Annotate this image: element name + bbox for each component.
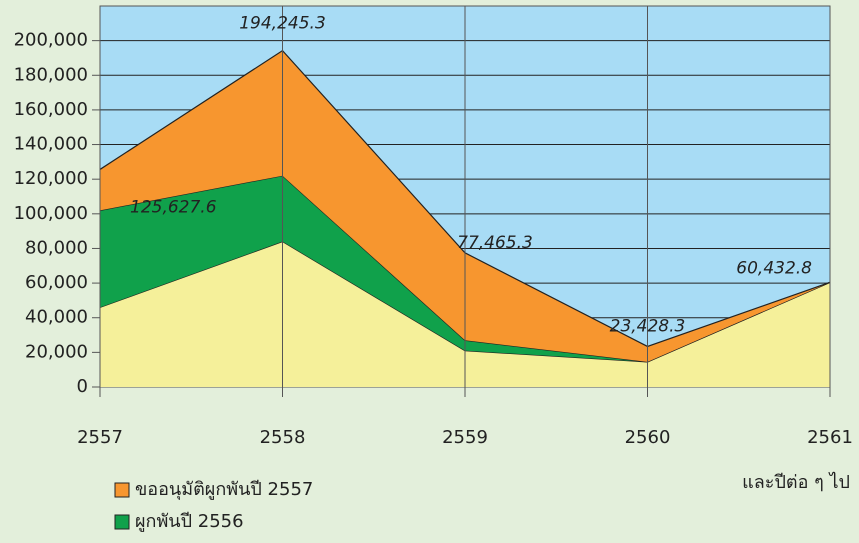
annotation: 77,465.3 [457,233,533,253]
x-tick-label: 2559 [442,427,488,448]
y-tick-label: 180,000 [14,64,88,85]
x-tick-label: 2560 [625,427,671,448]
y-tick-label: 200,000 [14,30,88,51]
y-tick-label: 140,000 [14,134,88,155]
y-tick-label: 0 [77,376,88,397]
x-tick-label: 2561 [807,427,853,448]
y-tick-label: 100,000 [14,203,88,224]
annotation: 23,428.3 [610,316,686,336]
legend-swatch [114,482,130,498]
annotation: 125,627.6 [130,197,217,217]
legend-label: ผูกพันปี 2556 [135,511,244,532]
y-tick-label: 60,000 [25,272,88,293]
y-tick-label: 20,000 [25,341,88,362]
y-tick-label: 80,000 [25,237,88,258]
x-tick-label: 2558 [260,427,306,448]
note: และปีต่อ ๆ ไป [742,471,850,493]
y-tick-label: 160,000 [14,99,88,120]
x-tick-label: 2557 [77,427,123,448]
annotation: 194,245.3 [239,14,326,34]
legend-swatch [114,514,130,530]
annotation: 60,432.8 [736,258,812,278]
y-tick-label: 40,000 [25,307,88,328]
legend-label: ขออนุมัติผูกพันปี 2557 [135,479,313,500]
y-tick-label: 120,000 [14,168,88,189]
